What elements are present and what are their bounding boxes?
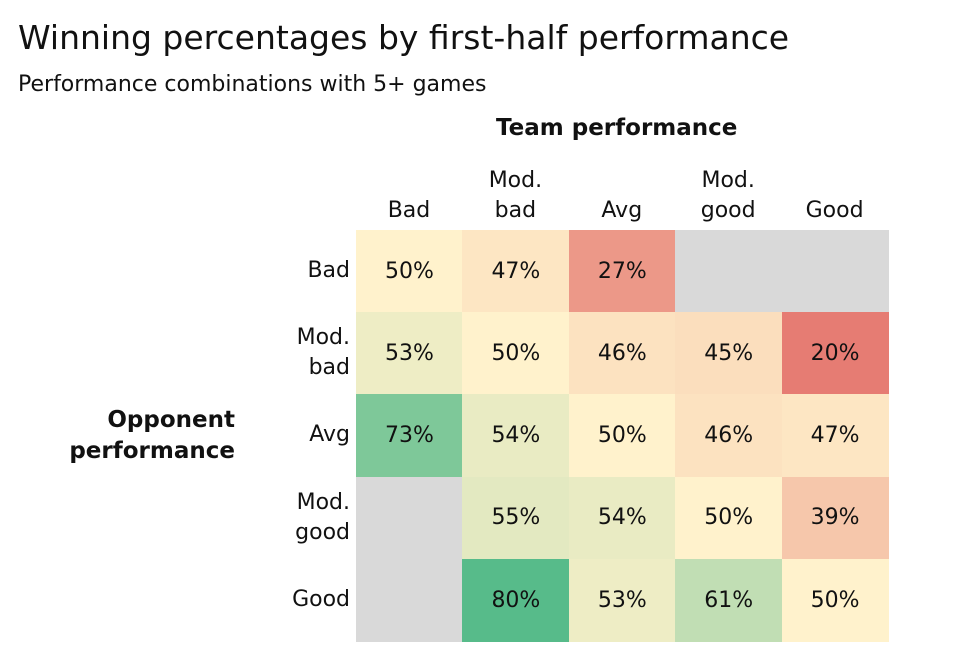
heatmap-cell: 50% [781, 558, 889, 642]
column-header: Mod. bad [488, 168, 543, 223]
heatmap-cell [356, 558, 463, 642]
heatmap-cell: 47% [462, 230, 570, 313]
column-header: Good [805, 198, 864, 223]
heatmap-cell [781, 230, 889, 313]
chart-subtitle: Performance combinations with 5+ games [18, 72, 487, 97]
heatmap-cell: 80% [462, 558, 570, 642]
heatmap-cell: 53% [356, 312, 463, 395]
heatmap-cell: 50% [568, 394, 676, 478]
heatmap-cell: 27% [568, 230, 676, 313]
heatmap-cell: 45% [675, 312, 783, 395]
heatmap-cell: 46% [675, 394, 783, 478]
heatmap-cell: 50% [675, 476, 783, 560]
y-axis-label: Opponent performance [69, 407, 235, 464]
column-header: Avg [601, 198, 643, 223]
heatmap-cell: 53% [568, 558, 676, 642]
row-header: Avg [309, 422, 350, 448]
heatmap-cell [356, 476, 463, 560]
heatmap-cell [675, 230, 783, 313]
heatmap-cell: 54% [568, 476, 676, 560]
x-axis-label: Team performance [496, 115, 738, 141]
row-header: Good [292, 586, 350, 612]
heatmap-cell: 20% [781, 312, 889, 395]
heatmap-cell: 73% [356, 394, 463, 478]
row-header: Mod. good [295, 489, 350, 545]
row-header: Mod. bad [296, 325, 350, 381]
row-header: Bad [307, 258, 350, 284]
heatmap-cell: 50% [356, 230, 463, 313]
heatmap-cell: 61% [675, 558, 783, 642]
chart-title: Winning percentages by first-half perfor… [18, 18, 790, 57]
heatmap-cell: 50% [462, 312, 570, 395]
heatmap-cell: 39% [781, 476, 889, 560]
heatmap-cell: 46% [568, 312, 676, 395]
heatmap-cell: 55% [462, 476, 570, 560]
heatmap-cell: 47% [781, 394, 889, 478]
heatmap-cell: 54% [462, 394, 570, 478]
column-header: Mod. good [700, 168, 756, 223]
column-header: Bad [387, 198, 431, 223]
